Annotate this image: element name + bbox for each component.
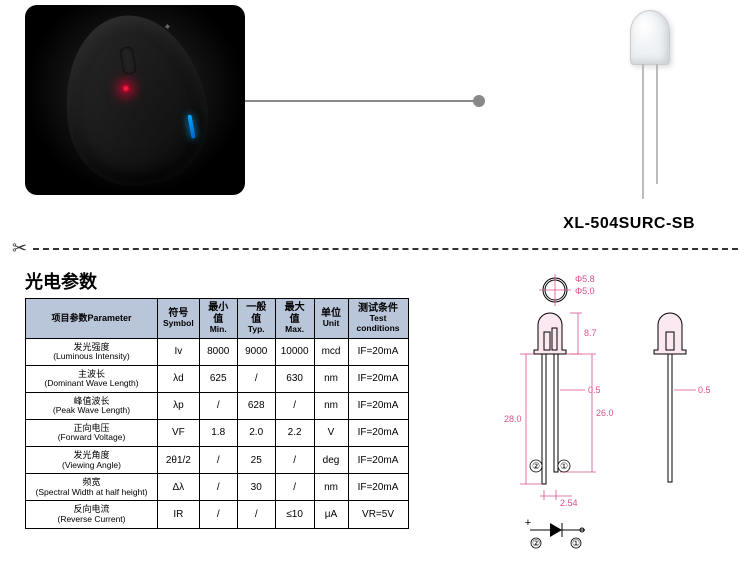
table-row: 峰值波长(Peak Wave Length)λp/628/nmIF=20mA [26, 392, 409, 419]
product-photo: ✦ [25, 5, 245, 195]
table-row: 发光强度(Luminous Intensity)Iv8000900010000m… [26, 338, 409, 365]
table-row: 主波长(Dominant Wave Length)λd625/630nmIF=2… [26, 365, 409, 392]
svg-text:Φ5.0: Φ5.0 [575, 286, 595, 296]
parameters-table: 项目参数Parameter 符号Symbol 最小值Min. 一般值Typ. 最… [25, 298, 409, 529]
svg-text:0.5: 0.5 [698, 385, 711, 395]
part-number: XL-504SURC-SB [563, 215, 695, 233]
scissors-icon: ✂ [12, 238, 27, 259]
th-typ: 一般值Typ. [237, 299, 275, 339]
led-component-image [610, 10, 690, 200]
svg-text:8.7: 8.7 [584, 328, 597, 338]
callout-line [245, 100, 475, 102]
svg-text:Φ5.8: Φ5.8 [575, 274, 595, 284]
dimensional-drawing: Φ5.8 Φ5.0 8.7 0.5 28.0 26.0 2.54 [500, 270, 715, 550]
th-max: 最大值Max. [275, 299, 314, 339]
cut-divider: ✂ [12, 238, 738, 259]
section-title: 光电参数 [25, 268, 97, 294]
svg-text:②: ② [532, 538, 540, 548]
th-unit: 单位Unit [314, 299, 348, 339]
svg-text:②: ② [532, 461, 540, 471]
svg-text:+: + [525, 517, 531, 529]
svg-text:28.0: 28.0 [504, 414, 522, 424]
table-row: 反向电流(Reverse Current)IR//≤10μAVR=5V [26, 501, 409, 528]
table-row: 发光角度(Viewing Angle)2θ1/2/25/degIF=20mA [26, 447, 409, 474]
th-min: 最小值Min. [199, 299, 237, 339]
svg-text:①: ① [560, 461, 568, 471]
th-parameter: 项目参数Parameter [26, 299, 158, 339]
th-symbol: 符号Symbol [158, 299, 200, 339]
svg-text:0.5: 0.5 [588, 385, 601, 395]
th-cond: 测试条件Test conditions [348, 299, 408, 339]
callout-dot [473, 95, 485, 107]
svg-text:26.0: 26.0 [596, 408, 614, 418]
table-row: 正向电压(Forward Voltage)VF1.82.02.2VIF=20mA [26, 420, 409, 447]
table-row: 频宽(Spectral Width at half height)Δλ/30/n… [26, 474, 409, 501]
svg-text:2.54: 2.54 [560, 498, 578, 508]
svg-text:①: ① [572, 538, 580, 548]
